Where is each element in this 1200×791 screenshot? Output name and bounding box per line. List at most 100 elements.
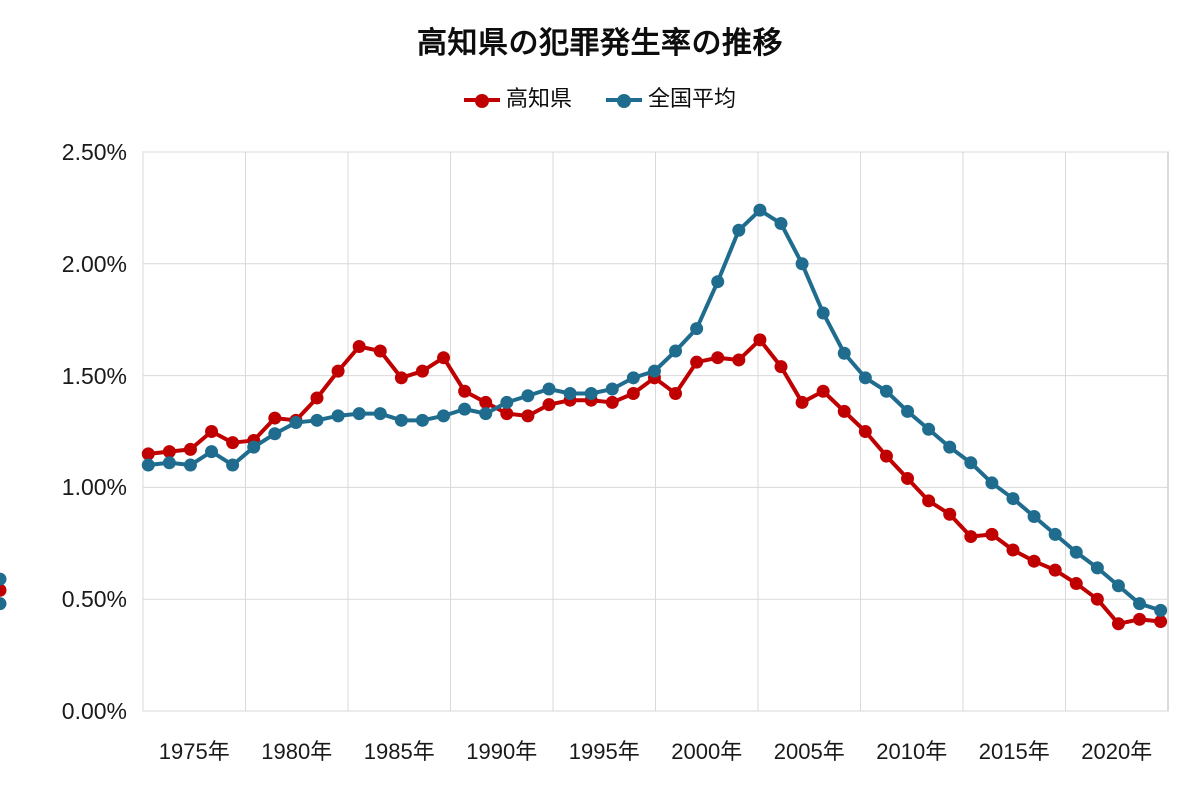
x-axis-tick-label: 1990年 — [466, 739, 538, 764]
data-point-national-average — [669, 344, 683, 358]
x-axis-tick-label: 2000年 — [671, 739, 743, 764]
data-point-national-average — [943, 440, 957, 454]
data-point-kochi — [964, 530, 978, 544]
data-point-national-average — [626, 371, 640, 385]
x-axis-tick-label: 1995年 — [568, 739, 640, 764]
data-point-national-average — [1027, 509, 1041, 523]
data-point-kochi — [943, 507, 957, 521]
data-point-kochi — [521, 409, 535, 423]
data-point-kochi — [985, 527, 999, 541]
x-axis-tick-label: 2020年 — [1081, 739, 1153, 764]
data-point-kochi — [816, 384, 830, 398]
data-point-national-average — [1133, 597, 1147, 611]
data-point-national-average — [162, 456, 176, 470]
y-axis-tick-label: 2.50% — [61, 139, 127, 165]
y-axis-tick-label: 2.00% — [61, 250, 127, 277]
data-point-national-average — [711, 275, 725, 289]
data-point-kochi — [879, 449, 893, 463]
data-point-kochi — [732, 353, 746, 367]
data-point-kochi — [183, 442, 197, 456]
data-point-national-average — [922, 422, 936, 436]
data-point-kochi — [352, 340, 366, 354]
data-point-kochi — [162, 445, 176, 459]
data-point-kochi — [795, 395, 809, 409]
data-point-kochi — [1027, 554, 1041, 568]
data-point-kochi — [458, 384, 472, 398]
data-point-national-average — [437, 409, 451, 423]
data-point-kochi — [542, 398, 556, 412]
data-point-national-average — [795, 257, 809, 271]
data-point-kochi — [669, 386, 683, 400]
data-point-national-average — [1111, 579, 1125, 593]
data-point-kochi — [711, 351, 725, 365]
data-point-kochi — [373, 344, 387, 358]
data-point-kochi — [753, 333, 767, 347]
data-point-national-average — [1154, 603, 1168, 617]
data-point-national-average — [542, 382, 556, 396]
x-axis-tick-label: 2005年 — [773, 739, 845, 764]
legend-marker-national-average-icon — [606, 91, 642, 109]
data-point-national-average — [584, 386, 598, 400]
data-point-kochi — [1048, 563, 1062, 577]
data-point-national-average — [268, 427, 282, 441]
data-point-national-average — [394, 413, 408, 427]
data-point-national-average — [500, 395, 514, 409]
data-point-kochi — [226, 436, 240, 450]
data-point-national-average — [964, 456, 978, 470]
y-axis-tick-label: 0.00% — [61, 698, 127, 724]
data-point-national-average — [605, 382, 619, 396]
legend-marker-kochi-icon — [463, 91, 500, 109]
data-point-kochi — [310, 391, 324, 405]
legend-item-national-average[interactable]: 全国平均 — [606, 88, 736, 112]
data-point-national-average — [458, 402, 472, 416]
data-point-kochi — [1111, 617, 1125, 631]
data-point-kochi — [394, 371, 408, 385]
data-point-kochi — [922, 494, 936, 508]
data-point-national-average — [289, 416, 303, 430]
legend-label-kochi: 高知県 — [505, 86, 572, 111]
data-point-national-average — [521, 389, 535, 403]
x-axis-tick-label: 1980年 — [261, 739, 333, 764]
data-point-national-average — [1006, 492, 1020, 506]
data-point-national-average — [373, 407, 387, 421]
data-point-kochi — [479, 395, 493, 409]
x-axis-tick-label: 2015年 — [978, 739, 1050, 764]
data-point-kochi — [1006, 543, 1020, 557]
data-point-kochi — [500, 407, 514, 421]
legend-item-kochi[interactable]: 高知県 — [463, 86, 572, 112]
x-axis-tick-label: 2010年 — [876, 739, 948, 764]
data-point-national-average — [479, 407, 493, 421]
data-point-national-average — [141, 458, 155, 472]
data-point-kochi — [774, 360, 788, 374]
data-point-kochi — [141, 447, 155, 461]
data-point-kochi — [858, 425, 872, 438]
data-point-kochi — [626, 386, 640, 400]
data-point-kochi — [1069, 577, 1083, 591]
data-point-national-average — [816, 306, 830, 320]
data-point-national-average — [205, 445, 219, 459]
data-point-national-average — [331, 409, 345, 423]
data-point-national-average — [183, 458, 197, 472]
data-point-national-average — [415, 413, 429, 427]
data-point-national-average — [690, 322, 704, 336]
y-axis-tick-label: 0.50% — [61, 586, 127, 613]
data-point-national-average — [563, 386, 577, 400]
data-point-national-average — [774, 217, 788, 231]
data-point-kochi — [837, 404, 851, 418]
y-axis-tick-label: 1.50% — [61, 362, 127, 389]
legend-label-national-average: 全国平均 — [648, 86, 737, 111]
data-point-kochi — [901, 471, 915, 485]
data-point-kochi — [1090, 592, 1104, 606]
data-point-kochi — [437, 351, 451, 365]
data-point-national-average — [1069, 545, 1083, 559]
data-point-national-average — [753, 203, 767, 217]
data-point-national-average — [985, 476, 999, 490]
data-point-national-average — [0, 572, 7, 586]
data-point-national-average — [1048, 527, 1062, 541]
data-point-kochi — [415, 364, 429, 378]
data-point-national-average — [247, 440, 261, 454]
data-point-national-average — [879, 384, 893, 398]
data-point-kochi — [690, 355, 704, 369]
data-point-national-average — [310, 413, 324, 427]
